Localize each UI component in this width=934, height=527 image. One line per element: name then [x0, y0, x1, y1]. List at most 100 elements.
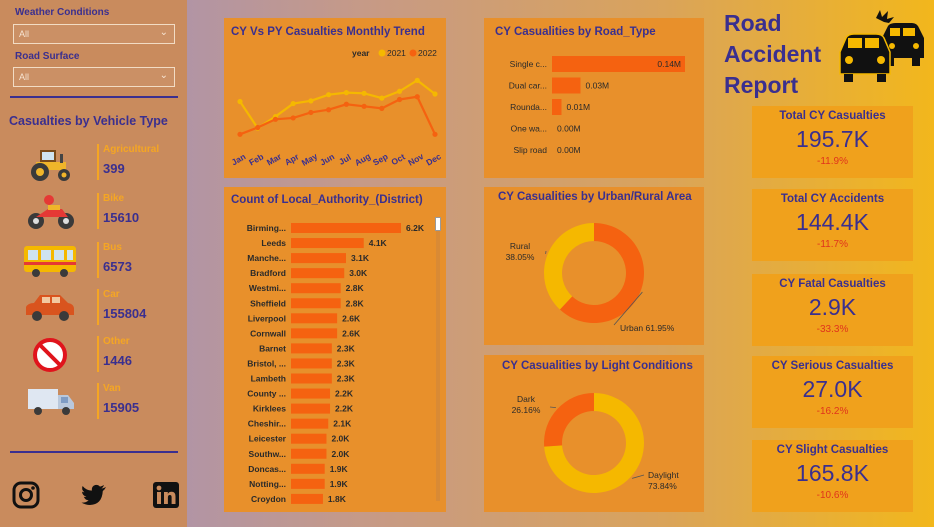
kpi-delta: -16.2%	[816, 406, 849, 417]
bar[interactable]	[552, 99, 562, 115]
bar[interactable]	[552, 77, 581, 94]
bar[interactable]	[291, 238, 364, 249]
category-label: Westmi...	[249, 283, 286, 293]
local-authority-card: Count of Local_Authority_(District) Birm…	[224, 187, 446, 512]
kpi-title: Total CY Casualties	[779, 110, 886, 122]
vehicle-label: Van	[103, 383, 121, 394]
local-authority-title: Count of Local_Authority_(District)	[231, 194, 423, 206]
bar[interactable]	[291, 283, 341, 294]
data-point-2022	[237, 131, 243, 137]
vehicle-row-other: Other 1446	[0, 334, 187, 380]
data-label: 2.3K	[337, 358, 356, 368]
category-label: Leeds	[261, 238, 286, 248]
data-label: 2.0K	[331, 434, 350, 444]
bar[interactable]	[291, 343, 332, 354]
category-label: Bradford	[250, 268, 286, 278]
bar[interactable]	[552, 56, 685, 72]
vehicle-value: 6573	[103, 259, 132, 274]
donut-slice-rural[interactable]	[544, 223, 594, 310]
kpi-value: 195.7K	[796, 126, 869, 152]
report-title: Road Accident Report	[724, 8, 821, 101]
report-title-line: Accident	[724, 41, 822, 67]
category-label: Leicester	[249, 434, 287, 444]
bar[interactable]	[291, 463, 325, 474]
scrollbar-track[interactable]	[435, 217, 441, 501]
kpi-title: Total CY Accidents	[780, 193, 885, 205]
bus-icon	[24, 246, 76, 277]
report-title-line: Road	[724, 10, 782, 36]
data-point-2022	[290, 115, 296, 121]
urban-rural-title: CY Casualities by Urban/Rural Area	[498, 191, 692, 203]
light-conditions-title: CY Casualities by Light Conditions	[502, 360, 693, 372]
data-point-2022	[361, 103, 367, 109]
data-label: 2.3K	[337, 374, 356, 384]
legend-title: year	[352, 48, 370, 58]
x-tick-label: Nov	[406, 151, 425, 168]
bar[interactable]	[291, 388, 331, 399]
x-tick-label: Mar	[265, 151, 284, 168]
category-label: Slip road	[513, 145, 547, 155]
vehicle-value: 155804	[103, 306, 147, 321]
vehicle-value: 1446	[103, 353, 132, 368]
vehicle-row-van: Van 15905	[0, 381, 187, 427]
bar[interactable]	[291, 313, 338, 324]
linkedin-icon[interactable]	[152, 481, 180, 509]
road-surface-dropdown[interactable]: All ⌄	[13, 67, 175, 87]
bar[interactable]	[291, 268, 345, 279]
data-point-2022	[432, 131, 438, 137]
data-point-2022	[272, 116, 279, 122]
bar[interactable]	[291, 418, 329, 429]
scrollbar-thumb[interactable]	[435, 217, 441, 231]
vehicle-label: Car	[103, 289, 120, 300]
motorbike-icon	[28, 195, 74, 229]
weather-conditions-dropdown[interactable]: All ⌄	[13, 24, 175, 44]
category-label: Manche...	[247, 253, 286, 263]
kpi-delta: -33.3%	[816, 324, 849, 335]
x-tick-label: May	[300, 151, 320, 168]
data-point-2021	[326, 92, 332, 98]
tractor-icon	[31, 150, 70, 181]
category-label: Southw...	[249, 449, 286, 459]
kpi-delta: -11.9%	[817, 156, 848, 167]
instagram-icon[interactable]	[12, 481, 40, 509]
bar[interactable]	[291, 448, 327, 459]
kpi-total-accidents: Total CY Accidents 144.4K -11.7%	[752, 189, 913, 261]
bar[interactable]	[291, 373, 332, 384]
chevron-down-icon: ⌄	[159, 70, 168, 81]
weather-conditions-value: All	[19, 29, 30, 39]
x-tick-label: Oct	[389, 151, 406, 167]
data-label: 0.01M	[567, 102, 591, 112]
data-label: 2.6K	[342, 313, 361, 323]
donut-slice-dark[interactable]	[544, 393, 594, 447]
x-tick-label: Jan	[230, 151, 248, 167]
vehicle-label: Bike	[103, 193, 125, 204]
bar[interactable]	[291, 328, 338, 339]
legend-swatch-2022	[409, 49, 417, 57]
category-label: Sheffield	[250, 298, 286, 308]
vehicle-section-title: Casualties by Vehicle Type	[9, 114, 168, 128]
monthly-trend-chart: year 2021 2022 Jan Feb Mar Apr May Jun Jul AugS…	[230, 48, 443, 168]
bar[interactable]	[291, 493, 323, 504]
leader-line	[631, 474, 645, 479]
bar[interactable]	[291, 478, 325, 489]
bar[interactable]	[291, 433, 327, 444]
bar[interactable]	[291, 253, 346, 264]
data-label: 0.14M	[657, 59, 681, 69]
bar[interactable]	[291, 358, 332, 369]
vehicle-row-agricultural: Agricultural 399	[0, 142, 187, 188]
x-tick-label: Apr	[283, 151, 301, 167]
data-label: 1.9K	[330, 479, 349, 489]
bar[interactable]	[291, 223, 401, 233]
x-tick-label: Feb	[247, 151, 265, 167]
data-point-2021	[290, 100, 296, 107]
kpi-total-casualties: Total CY Casualties 195.7K -11.9%	[752, 106, 913, 178]
bar[interactable]	[291, 403, 331, 414]
data-label: 3.0K	[349, 268, 368, 278]
donut-slice-daylight[interactable]	[544, 393, 644, 493]
category-label: Cornwall	[250, 328, 286, 338]
van-icon	[28, 389, 74, 415]
twitter-icon[interactable]	[80, 481, 108, 509]
donut-slice-urban[interactable]	[559, 223, 644, 323]
bar[interactable]	[291, 298, 341, 309]
